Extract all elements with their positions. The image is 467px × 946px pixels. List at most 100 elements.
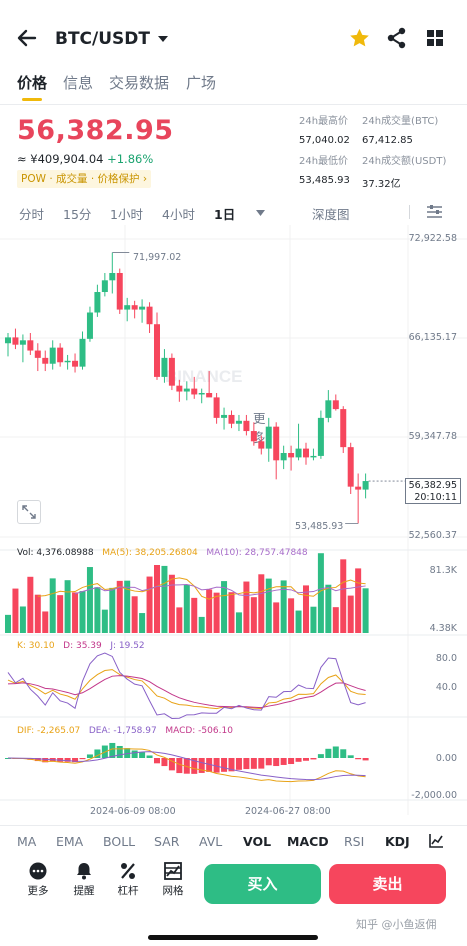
candle — [176, 386, 182, 392]
indicator-sar[interactable]: SAR — [154, 834, 179, 849]
layout-grid-icon[interactable] — [427, 30, 443, 46]
indicator-avl[interactable]: AVL — [199, 834, 222, 849]
macd-bar — [80, 758, 86, 759]
tab-price[interactable]: 价格 — [17, 72, 47, 93]
candle — [199, 393, 205, 394]
price-change: +1.86% — [107, 152, 153, 166]
action-alert[interactable]: 提醒 — [64, 862, 104, 898]
price-tick: 52,560.37 — [409, 530, 457, 541]
indicator-ma[interactable]: MA — [17, 834, 36, 849]
stat-label: 24h最高价 — [299, 112, 350, 127]
indicator-macd[interactable]: MACD — [287, 834, 329, 849]
candle — [221, 415, 227, 418]
macd-bar — [355, 758, 361, 759]
watermark-text: BINANCE — [165, 367, 242, 386]
volume-bar — [221, 581, 227, 633]
pair-tags[interactable]: POW · 成交量 · 价格保护 › — [17, 170, 151, 188]
interval-1h[interactable]: 1小时 — [110, 204, 143, 223]
grid-icon — [164, 862, 182, 880]
indicator-vol[interactable]: VOL — [243, 834, 271, 849]
expand-chart-button[interactable] — [17, 500, 41, 524]
date-label: 2024-06-09 08:00 — [90, 806, 176, 817]
candle — [20, 340, 26, 344]
volume-bar — [65, 580, 71, 633]
volume-bar — [214, 593, 220, 633]
last-price-tag: 56,382.95 20:10:11 — [405, 478, 461, 504]
volume-bar — [117, 581, 123, 633]
volume-bar — [191, 598, 197, 633]
buy-button[interactable]: 买入 — [204, 864, 321, 904]
macd-bar — [243, 758, 249, 769]
volume-bar — [229, 592, 235, 633]
volume-bar — [12, 589, 18, 633]
volume-bar — [243, 582, 249, 633]
back-button[interactable] — [16, 27, 40, 49]
vol-value: Vol: 4,376.08988 — [17, 548, 94, 558]
indicator-rsi[interactable]: RSI — [344, 834, 364, 849]
candle — [296, 449, 302, 458]
stat-label: 24h最低价 — [299, 152, 350, 167]
pair-selector[interactable]: BTC/USDT — [55, 28, 168, 50]
chart-style-icon[interactable] — [429, 834, 443, 848]
candle — [102, 280, 108, 292]
tab-trading-data[interactable]: 交易数据 — [109, 72, 169, 93]
action-leverage[interactable]: 杠杆 — [108, 862, 148, 898]
tab-square[interactable]: 广场 — [186, 72, 216, 93]
stat-vol-btc: 24h成交量(BTC)67,412.85 — [362, 112, 438, 146]
indicator-kdj[interactable]: KDJ — [385, 834, 409, 849]
pair-title: BTC/USDT — [55, 29, 150, 49]
macd-bar — [303, 758, 309, 761]
volume-bar — [251, 597, 257, 633]
interval-1d[interactable]: 1日 — [214, 204, 235, 223]
macd-bar — [221, 758, 227, 772]
candle — [184, 389, 190, 392]
candle — [124, 305, 130, 309]
candle — [214, 397, 220, 417]
caret-down-icon — [256, 210, 265, 216]
indicator-ema[interactable]: EMA — [56, 834, 83, 849]
candle — [363, 481, 369, 490]
volume-bar — [169, 575, 175, 633]
volume-bar — [273, 602, 279, 633]
candle — [154, 324, 160, 377]
settings-sliders-icon[interactable] — [427, 205, 442, 219]
interval-15m[interactable]: 15分 — [63, 204, 91, 223]
volume-bar — [176, 607, 182, 633]
candle — [288, 453, 294, 457]
more-icon — [29, 862, 47, 880]
candle — [303, 449, 309, 458]
sell-button[interactable]: 卖出 — [329, 864, 446, 904]
candle — [169, 358, 175, 386]
volume-bar — [50, 578, 56, 633]
kdj-d-line — [8, 676, 366, 708]
candle — [5, 337, 11, 343]
candle — [251, 431, 257, 441]
action-grid[interactable]: 网格 — [153, 862, 193, 898]
volume-bar — [236, 612, 242, 633]
indicator-boll[interactable]: BOLL — [103, 834, 135, 849]
candle — [50, 348, 56, 364]
macd-bar — [161, 758, 167, 766]
kdj-legend: K: 30.10 D: 35.39 J: 19.52 — [17, 641, 145, 651]
star-icon[interactable] — [349, 28, 370, 48]
interval-more[interactable]: 更多 — [253, 204, 265, 219]
share-icon[interactable] — [387, 27, 407, 49]
volume-tick: 81.3K — [430, 565, 457, 576]
action-label: 更多 — [28, 885, 49, 897]
stat-value: 53,485.93 — [299, 175, 350, 186]
price-tick: 72,922.58 — [409, 233, 457, 244]
candle — [191, 389, 197, 395]
volume-bar — [340, 559, 346, 633]
action-more[interactable]: 更多 — [18, 862, 58, 898]
interval-4h[interactable]: 4小时 — [162, 204, 195, 223]
depth-chart-tab[interactable]: 深度图 — [312, 204, 350, 223]
macd-bar — [87, 754, 93, 758]
macd-bar — [288, 758, 294, 764]
candle — [80, 339, 86, 367]
volume-bar — [206, 589, 212, 633]
interval-line[interactable]: 分时 — [19, 204, 44, 223]
candle — [333, 400, 339, 409]
tab-info[interactable]: 信息 — [63, 72, 93, 93]
candle — [229, 415, 235, 424]
volume-bar — [109, 588, 115, 633]
